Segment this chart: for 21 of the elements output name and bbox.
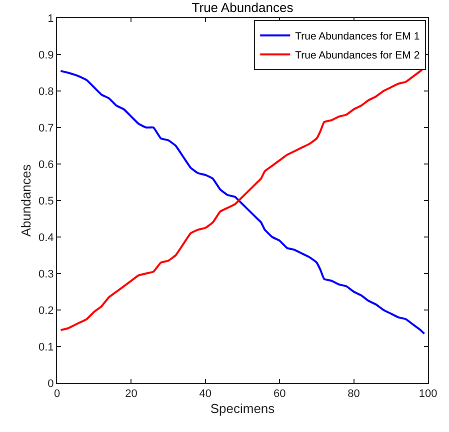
y-tick-label: 0.4 [38, 232, 54, 244]
x-tick-label: 20 [125, 388, 138, 400]
y-tick-label: 0.3 [38, 268, 54, 280]
y-tick-label: 0.2 [38, 304, 54, 317]
y-tick-label: 0 [48, 378, 54, 390]
x-tick-label: 40 [199, 388, 212, 400]
x-tick-label: 80 [348, 388, 360, 400]
legend-label: True Abundances for EM 2 [295, 49, 420, 62]
x-tick-label: 60 [273, 388, 286, 400]
y-tick-label: 0.1 [38, 341, 54, 354]
y-tick-label: 0.6 [38, 158, 54, 171]
y-tick-label: 0.5 [38, 195, 54, 208]
y-axis-title: Abundances [18, 164, 34, 237]
x-tick-label: 100 [418, 388, 438, 400]
y-tick-label: 1 [48, 12, 54, 25]
chart-title: True Abundances [192, 0, 294, 16]
x-axis-title: Specimens [210, 400, 276, 416]
y-tick-label: 0.8 [38, 86, 54, 98]
y-tick-label: 0.7 [38, 122, 54, 134]
y-tick-label: 0.9 [38, 49, 54, 62]
legend-label: True Abundances for EM 1 [295, 30, 420, 42]
